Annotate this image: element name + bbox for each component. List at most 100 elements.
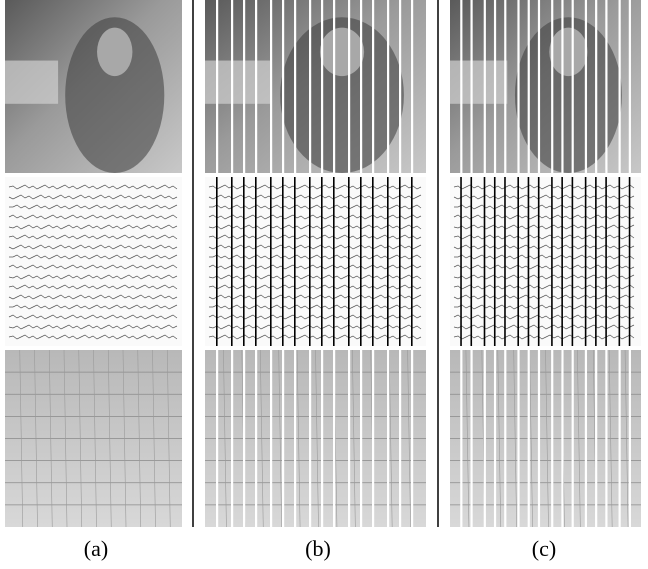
strip-gap xyxy=(484,177,486,346)
strip-gap xyxy=(399,350,401,527)
photo-table xyxy=(5,61,58,104)
strip-gap xyxy=(216,0,218,173)
strip-gap xyxy=(360,0,362,173)
strip-gap xyxy=(216,350,218,527)
strip-gap xyxy=(572,177,574,346)
strip-gap xyxy=(572,0,574,173)
strip-gap xyxy=(294,177,296,346)
strip-gap xyxy=(231,0,233,173)
panel-label: (b) xyxy=(305,536,331,561)
strip-gap xyxy=(399,0,401,173)
strip-gap xyxy=(270,0,272,173)
strip-gap xyxy=(605,350,607,527)
strip-gap xyxy=(585,177,587,346)
strip-gap xyxy=(282,0,284,173)
strip-gap xyxy=(629,350,631,527)
strip-gap xyxy=(494,177,496,346)
strip-gap xyxy=(528,350,530,527)
strip-gap xyxy=(255,350,257,527)
photo-table xyxy=(205,61,271,104)
strip-gap xyxy=(460,350,462,527)
image-panel xyxy=(205,0,426,173)
strip-gap xyxy=(360,177,362,346)
strip-gap xyxy=(551,0,553,173)
image-panel xyxy=(5,177,182,346)
panels xyxy=(5,0,641,527)
strip-gap xyxy=(372,177,374,346)
strip-gap xyxy=(360,350,362,527)
strip-gap xyxy=(243,0,245,173)
strip-gap xyxy=(411,350,413,527)
image-panel xyxy=(205,177,426,346)
strip-gap xyxy=(399,177,401,346)
strip-gap xyxy=(231,350,233,527)
strip-gap xyxy=(629,0,631,173)
strip-gap xyxy=(387,177,389,346)
image-panel xyxy=(450,0,641,173)
strip-gap xyxy=(372,350,374,527)
strip-gap xyxy=(270,350,272,527)
strip-gap xyxy=(528,0,530,173)
strip-gap xyxy=(255,0,257,173)
image-panel xyxy=(205,350,426,527)
panel-label: (a) xyxy=(84,536,108,561)
strip-gap xyxy=(538,350,540,527)
strip-gap xyxy=(517,350,519,527)
strip-gap xyxy=(551,350,553,527)
panel-label: (c) xyxy=(532,536,556,561)
strip-gap xyxy=(231,177,233,346)
strip-gap xyxy=(619,350,621,527)
strip-gap xyxy=(348,177,350,346)
strip-gap xyxy=(243,350,245,527)
strip-gap xyxy=(470,0,472,173)
strip-gap xyxy=(333,0,335,173)
strip-gap xyxy=(321,350,323,527)
strip-gap xyxy=(470,350,472,527)
strip-gap xyxy=(243,177,245,346)
image-panel xyxy=(5,350,182,527)
strip-gap xyxy=(572,350,574,527)
strip-gap xyxy=(619,0,621,173)
strip-gap xyxy=(504,177,506,346)
strip-gap xyxy=(561,177,563,346)
paper xyxy=(5,177,182,346)
strip-gap xyxy=(561,350,563,527)
strip-gap xyxy=(321,0,323,173)
strip-gap xyxy=(538,0,540,173)
photo-table xyxy=(450,61,507,104)
strip-gap xyxy=(333,350,335,527)
strip-gap xyxy=(585,350,587,527)
strip-gap xyxy=(605,0,607,173)
strip-gap xyxy=(484,350,486,527)
strip-gap xyxy=(309,177,311,346)
figure: (a) (b) (c) xyxy=(0,0,648,569)
photo-face xyxy=(320,28,364,76)
strip-gap xyxy=(517,177,519,346)
strip-gap xyxy=(282,177,284,346)
strip-gap xyxy=(387,0,389,173)
strip-gap xyxy=(551,177,553,346)
strip-gap xyxy=(460,0,462,173)
strip-gap xyxy=(333,177,335,346)
photo-face xyxy=(549,28,587,76)
strip-gap xyxy=(270,177,272,346)
strip-gap xyxy=(494,0,496,173)
strip-gap xyxy=(216,177,218,346)
strip-gap xyxy=(504,350,506,527)
image-panel xyxy=(5,0,182,173)
strip-gap xyxy=(294,350,296,527)
strip-gap xyxy=(411,0,413,173)
strip-gap xyxy=(411,177,413,346)
strip-gap xyxy=(484,0,486,173)
strip-gap xyxy=(460,177,462,346)
strip-gap xyxy=(504,0,506,173)
strip-gap xyxy=(494,350,496,527)
strip-gap xyxy=(294,0,296,173)
strip-gap xyxy=(309,350,311,527)
strip-gap xyxy=(372,0,374,173)
strip-gap xyxy=(619,177,621,346)
strip-gap xyxy=(585,0,587,173)
strip-gap xyxy=(348,0,350,173)
strip-gap xyxy=(282,350,284,527)
paper xyxy=(450,177,641,346)
